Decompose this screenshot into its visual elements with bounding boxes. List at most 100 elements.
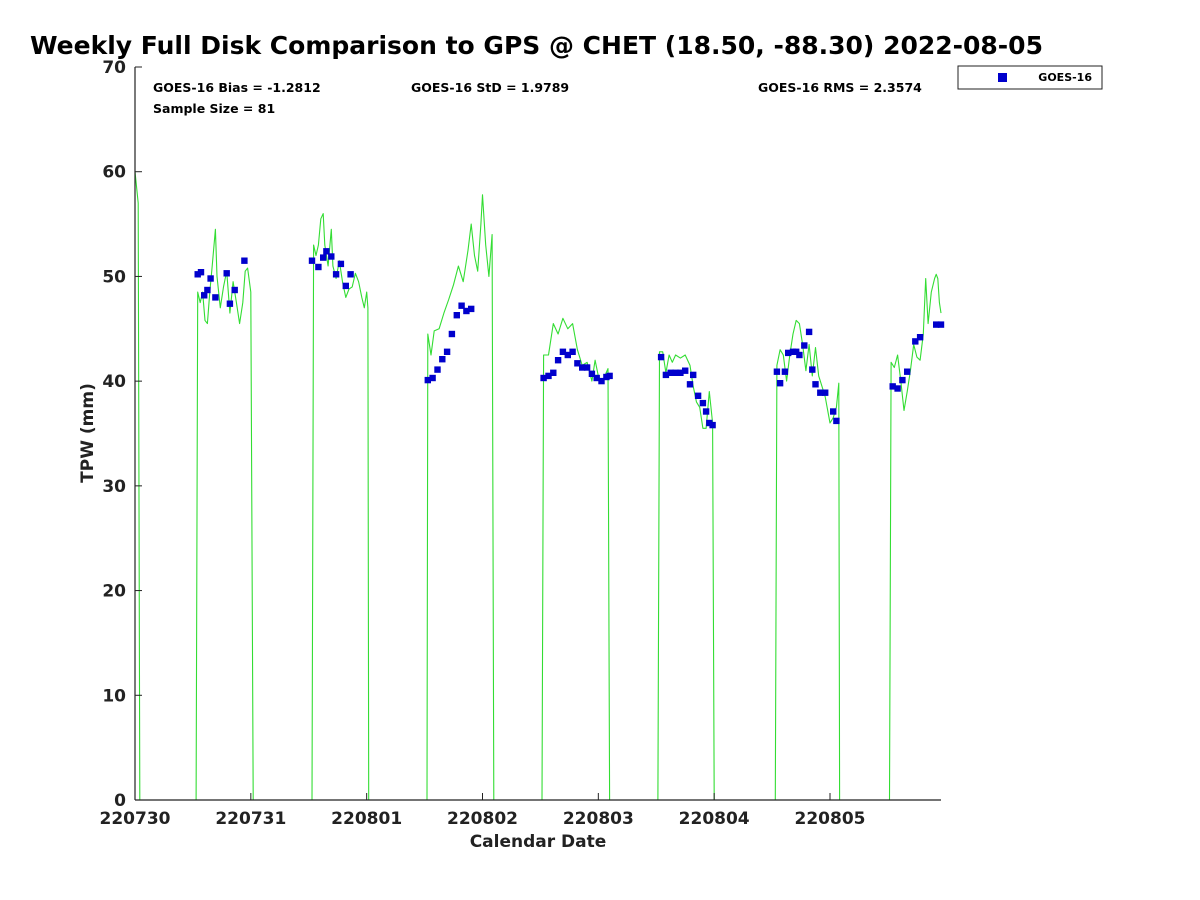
goes-16-point (554, 357, 562, 364)
goes-16-point (458, 302, 465, 309)
goes-16-point (463, 307, 470, 315)
legend-goes-label: GOES-16 (1038, 71, 1092, 84)
goes-16-point (822, 389, 829, 396)
legend-goes-marker (998, 73, 1007, 82)
goes-16-point (328, 253, 335, 260)
goes-16-point (904, 368, 911, 375)
goes-16-point (231, 286, 238, 294)
goes-16-point (315, 263, 322, 271)
goes-16-point (773, 368, 781, 375)
goes-16-point (690, 371, 697, 379)
x-tick-label: 220730 (100, 809, 171, 829)
goes-points-layer (194, 248, 945, 429)
goes-16-point (212, 294, 219, 301)
y-tick-label: 10 (102, 686, 126, 706)
goes-16-point (657, 353, 665, 361)
goes-16-point (812, 381, 819, 388)
goes-16-point (540, 374, 547, 382)
y-tick-label: 20 (102, 582, 126, 602)
y-tick-label: 70 (102, 58, 126, 78)
x-tick-label: 220802 (447, 809, 518, 829)
goes-16-point (776, 380, 784, 387)
goes-16-point (429, 374, 436, 382)
plot-background (135, 67, 941, 800)
goes-16-point (579, 364, 586, 371)
goes-16-point (347, 271, 354, 278)
goes-16-point (194, 271, 201, 278)
goes-16-point (709, 421, 716, 429)
goes-16-point (699, 399, 707, 407)
goes-16-point (809, 366, 816, 373)
x-tick-label: 220731 (215, 809, 286, 829)
goes-16-point (817, 389, 824, 396)
legend-box (957, 65, 1103, 90)
chart-title: Weekly Full Disk Comparison to GPS @ CHE… (30, 31, 1043, 60)
goes-16-point (241, 257, 248, 264)
goes-16-point (320, 254, 327, 261)
goes-16-point (550, 369, 557, 376)
goes-16-point (682, 367, 689, 374)
bias-stat: GOES-16 Bias = -1.2812 (153, 80, 321, 95)
y-tick-label: 60 (102, 163, 126, 183)
goes-16-point (667, 369, 674, 376)
x-tick-label: 220803 (563, 809, 634, 829)
goes-16-point (801, 342, 808, 349)
goes-16-point (781, 368, 789, 375)
goes-16-point (662, 371, 670, 379)
goes-16-point (223, 270, 230, 277)
x-axis-ticks: 220730 220731 220801 220802 220803 220804 2208… (100, 793, 866, 829)
goes-16-point (204, 286, 211, 294)
goes-16-point (308, 257, 316, 264)
sample-size-stat: Sample Size = 81 (153, 101, 275, 116)
x-tick-label: 220805 (795, 809, 866, 829)
goes-16-point (598, 377, 605, 385)
goes-16-point (545, 372, 552, 380)
goes-16-point (574, 360, 581, 367)
goes-16-point (332, 271, 340, 278)
goes-16-point (894, 385, 901, 392)
goes-16-point (583, 364, 591, 371)
goes-16-point (424, 376, 431, 384)
goes-16-point (606, 372, 613, 380)
goes-16-point (805, 328, 813, 336)
goes-16-point (686, 381, 694, 388)
goes-16-point (937, 321, 945, 328)
goes-16-point (448, 330, 456, 338)
goes-16-point (559, 348, 567, 355)
x-tick-label: 220801 (331, 809, 402, 829)
goes-16-point (702, 408, 710, 415)
goes-16-point (434, 366, 441, 373)
goes-16-point (588, 370, 596, 377)
goes-16-point (342, 282, 349, 290)
std-stat: GOES-16 StD = 1.9789 (411, 80, 569, 95)
goes-16-point (672, 369, 679, 376)
goes-16-point (899, 376, 906, 384)
goes-16-point (933, 321, 940, 328)
y-tick-label: 50 (102, 267, 126, 287)
goes-16-point (564, 351, 571, 359)
goes-16-point (439, 356, 446, 363)
goes-16-point (916, 334, 924, 341)
goes-16-point (694, 392, 702, 399)
goes-16-point (796, 351, 803, 359)
y-axis-label: TPW (mm) (78, 383, 98, 483)
goes-16-point (453, 312, 460, 319)
x-axis-label: Calendar Date (470, 832, 607, 852)
goes-16-point (706, 419, 713, 427)
goes-16-point (569, 348, 576, 355)
goes-16-point (677, 369, 684, 376)
goes-16-point (443, 348, 451, 355)
x-tick-label: 220804 (679, 809, 750, 829)
goes-16-point (226, 300, 234, 307)
goes-16-point (323, 248, 330, 255)
y-axis-ticks: 0 10 20 30 40 50 60 70 (102, 58, 142, 811)
goes-16-point (889, 383, 896, 390)
goes-16-point (833, 417, 840, 425)
plot-area (134, 67, 945, 801)
goes-16-point (197, 269, 205, 276)
goes-16-point (468, 305, 475, 313)
y-tick-label: 40 (102, 372, 126, 392)
goes-16-point (593, 374, 600, 382)
legend: GOES-16 (957, 65, 1103, 90)
